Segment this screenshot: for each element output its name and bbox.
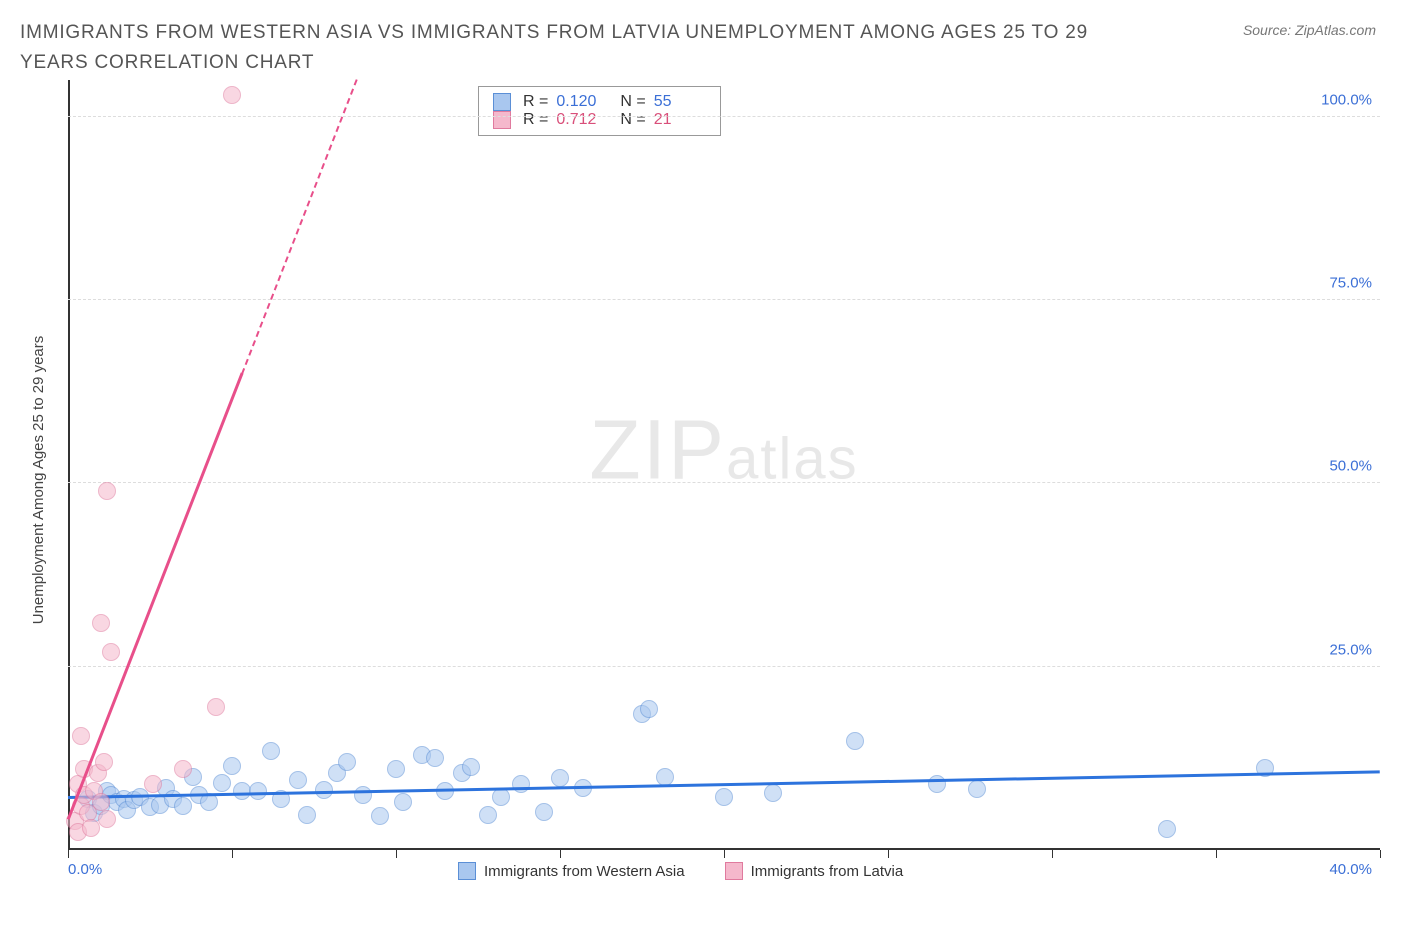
chart-title: IMMIGRANTS FROM WESTERN ASIA VS IMMIGRAN…: [20, 18, 1140, 79]
data-point: [656, 768, 674, 786]
data-point: [82, 819, 100, 837]
x-max-label: 40.0%: [1329, 861, 1372, 878]
n-value: 55: [654, 93, 706, 111]
data-point: [764, 784, 782, 802]
legend-swatch: [493, 93, 511, 111]
trend-line: [241, 79, 358, 374]
data-point: [92, 793, 110, 811]
y-axis-line: [68, 80, 70, 850]
x-tick: [232, 850, 233, 858]
data-point: [144, 775, 162, 793]
x-tick: [396, 850, 397, 858]
data-point: [98, 810, 116, 828]
x-tick: [560, 850, 561, 858]
y-tick-label: 100.0%: [1321, 91, 1372, 108]
legend-label: Immigrants from Latvia: [751, 863, 904, 880]
data-point: [846, 732, 864, 750]
data-point: [338, 753, 356, 771]
data-point: [928, 775, 946, 793]
r-label: R =: [523, 93, 548, 111]
stats-row: R = 0.120 N = 55: [493, 93, 706, 111]
data-point: [715, 788, 733, 806]
data-point: [233, 782, 251, 800]
data-point: [462, 758, 480, 776]
data-point: [213, 774, 231, 792]
x-tick: [724, 850, 725, 858]
n-label: N =: [620, 93, 645, 111]
r-label: R =: [523, 111, 548, 129]
legend-item: Immigrants from Latvia: [725, 862, 904, 880]
r-value: 0.712: [556, 111, 608, 129]
trend-line: [67, 373, 243, 820]
gridline: [68, 299, 1380, 300]
data-point: [492, 788, 510, 806]
data-point: [98, 482, 116, 500]
x-tick: [1380, 850, 1381, 858]
y-tick-label: 25.0%: [1329, 641, 1372, 658]
data-point: [223, 86, 241, 104]
legend-swatch: [458, 862, 476, 880]
stats-legend: R = 0.120 N = 55 R = 0.712 N = 21: [478, 86, 721, 136]
x-min-label: 0.0%: [68, 861, 102, 878]
data-point: [95, 753, 113, 771]
data-point: [354, 786, 372, 804]
n-label: N =: [620, 111, 645, 129]
data-point: [426, 749, 444, 767]
data-point: [207, 698, 225, 716]
legend-swatch: [493, 111, 511, 129]
data-point: [479, 806, 497, 824]
source-attribution: Source: ZipAtlas.com: [1243, 22, 1376, 38]
data-point: [174, 797, 192, 815]
data-point: [223, 757, 241, 775]
data-point: [640, 700, 658, 718]
n-value: 21: [654, 111, 706, 129]
x-tick: [1052, 850, 1053, 858]
data-point: [72, 727, 90, 745]
data-point: [262, 742, 280, 760]
data-point: [289, 771, 307, 789]
series-legend: Immigrants from Western Asia Immigrants f…: [458, 862, 903, 880]
watermark: ZIPatlas: [589, 401, 858, 498]
x-tick: [1216, 850, 1217, 858]
data-point: [174, 760, 192, 778]
data-point: [102, 643, 120, 661]
gridline: [68, 666, 1380, 667]
data-point: [394, 793, 412, 811]
data-point: [1158, 820, 1176, 838]
stats-row: R = 0.712 N = 21: [493, 111, 706, 129]
legend-label: Immigrants from Western Asia: [484, 863, 685, 880]
data-point: [371, 807, 389, 825]
data-point: [512, 775, 530, 793]
gridline: [68, 116, 1380, 117]
data-point: [551, 769, 569, 787]
data-point: [298, 806, 316, 824]
y-tick-label: 50.0%: [1329, 458, 1372, 475]
x-tick: [68, 850, 69, 858]
data-point: [387, 760, 405, 778]
legend-swatch: [725, 862, 743, 880]
data-point: [535, 803, 553, 821]
data-point: [92, 614, 110, 632]
gridline: [68, 482, 1380, 483]
y-tick-label: 75.0%: [1329, 275, 1372, 292]
x-tick: [888, 850, 889, 858]
r-value: 0.120: [556, 93, 608, 111]
correlation-chart: Unemployment Among Ages 25 to 29 years Z…: [40, 80, 1380, 880]
legend-item: Immigrants from Western Asia: [458, 862, 685, 880]
data-point: [968, 780, 986, 798]
